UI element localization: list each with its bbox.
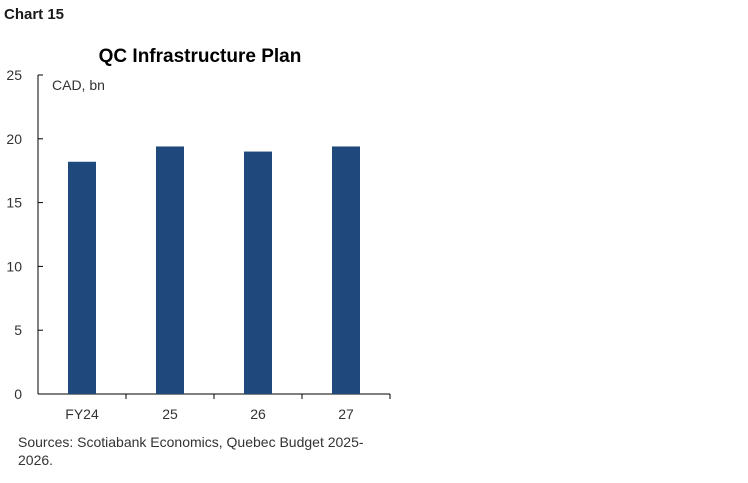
x-tick-labels: FY24 25 26 27 (65, 406, 354, 422)
bar-FY24 (68, 161, 96, 394)
source-note: Sources: Scotiabank Economics, Quebec Bu… (18, 434, 364, 468)
y-tick-label: 0 (14, 386, 22, 402)
chart-number-label: Chart 15 (4, 6, 65, 23)
bars (68, 146, 360, 394)
bar-26 (244, 151, 272, 394)
bar-27 (332, 146, 360, 394)
x-tick-label: FY24 (65, 406, 99, 422)
chart-title: QC Infrastructure Plan (99, 46, 302, 67)
bar-chart: QC Infrastructure Plan CAD, bn FY24 25 26 2… (6, 46, 391, 422)
unit-label: CAD, bn (52, 77, 105, 93)
y-tick-label: 15 (6, 195, 22, 211)
axes (37, 74, 391, 399)
y-tick-label: 25 (6, 67, 22, 83)
x-tick-label: 27 (338, 406, 354, 422)
x-tick-label: 25 (162, 406, 178, 422)
y-tick-label: 20 (6, 131, 22, 147)
y-tick-label: 5 (14, 322, 22, 338)
y-tick-label: 10 (6, 258, 22, 274)
x-tick-label: 26 (250, 406, 266, 422)
bar-25 (156, 146, 184, 394)
y-tick-labels: 0 5 10 15 20 25 (6, 67, 22, 402)
